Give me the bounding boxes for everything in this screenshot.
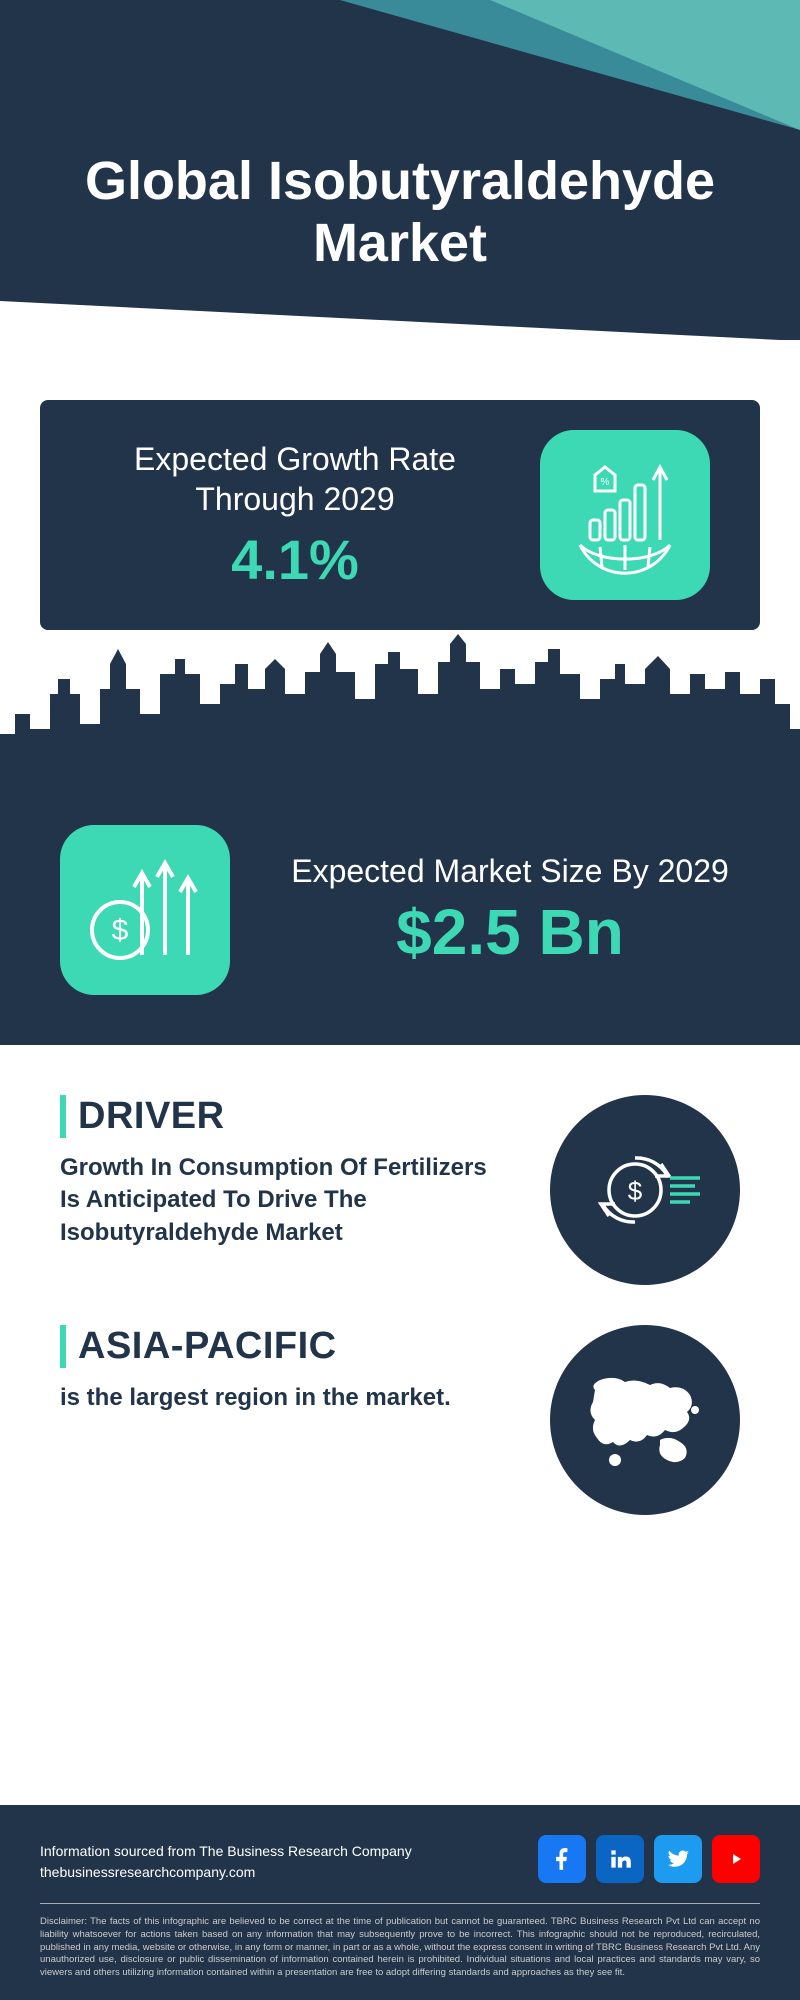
market-text-block: Expected Market Size By 2029 $2.5 Bn	[280, 851, 740, 969]
footer-top-row: Information sourced from The Business Re…	[40, 1835, 760, 1904]
driver-block: DRIVER Growth In Consumption Of Fertiliz…	[0, 1045, 800, 1295]
region-block: ASIA-PACIFIC is the largest region in th…	[0, 1295, 800, 1525]
market-value: $2.5 Bn	[280, 895, 740, 969]
footer: Information sourced from The Business Re…	[0, 1805, 800, 2000]
driver-heading: DRIVER	[60, 1095, 510, 1138]
dollar-arrows-icon: $	[60, 825, 230, 995]
region-desc: is the largest region in the market.	[60, 1382, 510, 1414]
header-section: Global Isobutyraldehyde Market	[0, 0, 800, 340]
svg-text:$: $	[628, 1176, 643, 1206]
region-heading: ASIA-PACIFIC	[60, 1325, 510, 1368]
facebook-icon[interactable]	[538, 1835, 586, 1883]
growth-value: 4.1%	[90, 527, 500, 592]
market-label: Expected Market Size By 2029	[280, 851, 740, 891]
source-line-1: Information sourced from The Business Re…	[40, 1841, 412, 1862]
twitter-icon[interactable]	[654, 1835, 702, 1883]
growth-chart-globe-icon: %	[540, 430, 710, 600]
globe-map-icon	[550, 1325, 740, 1515]
growth-label: Expected Growth Rate Through 2029	[90, 439, 500, 519]
source-line-2: thebusinessresearchcompany.com	[40, 1862, 412, 1883]
page-title: Global Isobutyraldehyde Market	[0, 150, 800, 274]
circular-dollar-flow-icon: $	[550, 1095, 740, 1285]
growth-text-block: Expected Growth Rate Through 2029 4.1%	[90, 439, 500, 592]
svg-text:$: $	[112, 914, 129, 947]
youtube-icon[interactable]	[712, 1835, 760, 1883]
disclaimer-text: Disclaimer: The facts of this infographi…	[40, 1916, 760, 1980]
svg-text:%: %	[601, 477, 610, 488]
footer-source: Information sourced from The Business Re…	[40, 1841, 412, 1883]
market-size-card: $ Expected Market Size By 2029 $2.5 Bn	[0, 775, 800, 1045]
region-text: ASIA-PACIFIC is the largest region in th…	[60, 1325, 510, 1414]
driver-desc: Growth In Consumption Of Fertilizers Is …	[60, 1152, 510, 1249]
skyline-divider	[0, 630, 800, 775]
header-bottom-cut	[0, 301, 800, 340]
social-row	[538, 1835, 760, 1883]
linkedin-icon[interactable]	[596, 1835, 644, 1883]
header-accent-triangle-2	[490, 0, 800, 130]
growth-rate-card: Expected Growth Rate Through 2029 4.1% %	[40, 400, 760, 630]
driver-text: DRIVER Growth In Consumption Of Fertiliz…	[60, 1095, 510, 1249]
